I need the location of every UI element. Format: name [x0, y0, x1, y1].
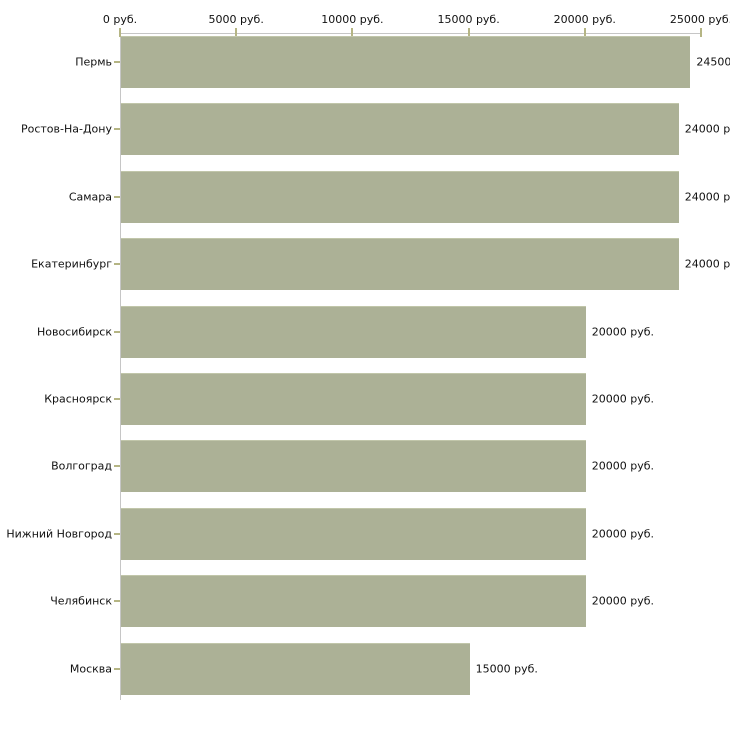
bar [121, 305, 586, 358]
category-label: Екатеринбург [31, 257, 112, 271]
y-axis-tick [114, 667, 120, 670]
category-label: Ростов-На-Дону [20, 122, 112, 136]
x-axis-tick-label: 20000 руб. [553, 13, 616, 26]
category-label: Челябинск [50, 594, 112, 608]
category-label: Нижний Новгород [6, 527, 112, 541]
y-axis-tick [114, 465, 120, 468]
bar-value-label: 24500 руб. [696, 55, 730, 69]
y-axis-tick [114, 330, 120, 333]
category-label: Москва [69, 662, 112, 676]
x-axis-tick [119, 28, 121, 37]
y-axis-tick [114, 398, 120, 400]
bar [121, 36, 691, 88]
bar-value-label: 24000 руб. [684, 190, 730, 204]
y-axis-tick [114, 195, 120, 198]
x-axis-tick [235, 28, 238, 37]
bar-value-label: 15000 руб. [475, 662, 538, 676]
category-label: Пермь [75, 55, 112, 69]
y-axis-line [120, 33, 121, 700]
bar-value-label: 20000 руб. [591, 527, 655, 541]
bar [121, 170, 679, 223]
category-label: Красноярск [44, 392, 112, 406]
x-axis-tick [700, 28, 702, 37]
x-axis-tick [583, 28, 586, 37]
x-axis-tick-label: 25000 руб. [669, 13, 730, 26]
bar-value-label: 20000 руб. [591, 594, 655, 608]
bar-value-label: 24000 руб. [684, 122, 730, 136]
y-axis-tick [114, 263, 120, 266]
bar [121, 575, 586, 628]
category-label: Волгоград [51, 459, 112, 473]
category-label: Новосибирск [36, 325, 112, 339]
bar-value-label: 20000 руб. [591, 392, 655, 406]
bar [121, 103, 679, 156]
x-axis-tick-label: 0 руб. [102, 13, 138, 26]
bar [121, 507, 586, 560]
y-axis-tick [114, 600, 120, 603]
category-label: Самара [68, 190, 112, 204]
bar [121, 373, 586, 425]
bar-value-label: 20000 руб. [591, 325, 655, 339]
bar [121, 642, 470, 695]
y-axis-tick [114, 532, 120, 535]
x-axis-tick [351, 28, 354, 37]
x-axis-tick-label: 15000 руб. [437, 13, 500, 26]
y-axis-tick [114, 128, 120, 131]
x-axis-tick-label: 10000 руб. [321, 13, 384, 26]
x-axis-line [120, 33, 702, 34]
bar-value-label: 20000 руб. [591, 459, 655, 473]
x-axis-tick [467, 28, 470, 37]
bar [121, 238, 679, 291]
y-axis-tick [114, 61, 120, 63]
bar-value-label: 24000 руб. [684, 257, 730, 271]
bar [121, 440, 586, 493]
x-axis-tick-label: 5000 руб. [208, 13, 264, 26]
